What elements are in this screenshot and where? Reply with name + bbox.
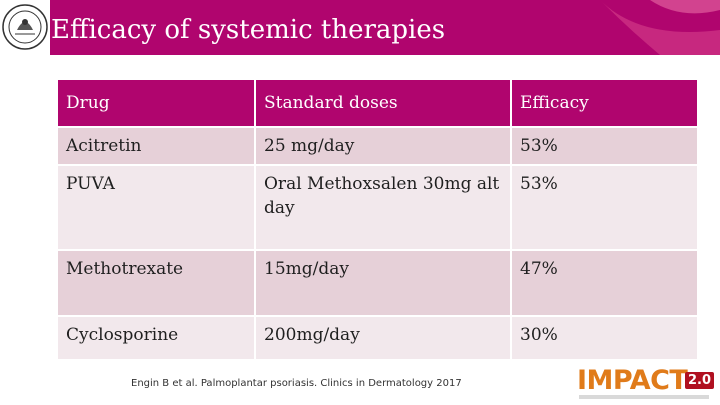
table-header-row: Drug Standard doses Efficacy [56, 78, 699, 128]
table-row: PUVA Oral Methoxsalen 30mg alt day 53% [56, 164, 699, 251]
impact-tagline-bar [579, 395, 709, 399]
header-efficacy: Efficacy [510, 78, 699, 128]
drug-cell: Cyclosporine [56, 315, 256, 361]
table-row: Acitretin 25 mg/day 53% [56, 126, 699, 166]
dose-cell: 25 mg/day [254, 126, 512, 166]
table-row: Methotrexate 15mg/day 47% [56, 249, 699, 317]
header-standard-doses: Standard doses [254, 78, 512, 128]
impact-brand-text: IMPACT [577, 365, 688, 396]
drug-cell: PUVA [56, 164, 256, 251]
header-band [0, 0, 720, 55]
header-drug: Drug [56, 78, 256, 128]
drug-cell: Acitretin [56, 126, 256, 166]
table-row: Cyclosporine 200mg/day 30% [56, 315, 699, 361]
drug-cell: Methotrexate [56, 249, 256, 317]
institution-seal-icon [0, 0, 50, 55]
citation-text: Engin B et al. Palmoplantar psoriasis. C… [131, 378, 462, 389]
dose-cell: Oral Methoxsalen 30mg alt day [254, 164, 512, 251]
efficacy-cell: 30% [510, 315, 699, 361]
dose-cell: 15mg/day [254, 249, 512, 317]
efficacy-cell: 53% [510, 126, 699, 166]
impact-logo: IMPACT 2.0 [575, 365, 715, 403]
impact-version-badge: 2.0 [685, 372, 715, 389]
efficacy-cell: 47% [510, 249, 699, 317]
efficacy-cell: 53% [510, 164, 699, 251]
dose-cell: 200mg/day [254, 315, 512, 361]
header-wave-decoration [600, 0, 720, 55]
therapy-table: Drug Standard doses Efficacy Acitretin 2… [56, 78, 699, 361]
slide-title: Efficacy of systemic therapies [51, 15, 446, 45]
